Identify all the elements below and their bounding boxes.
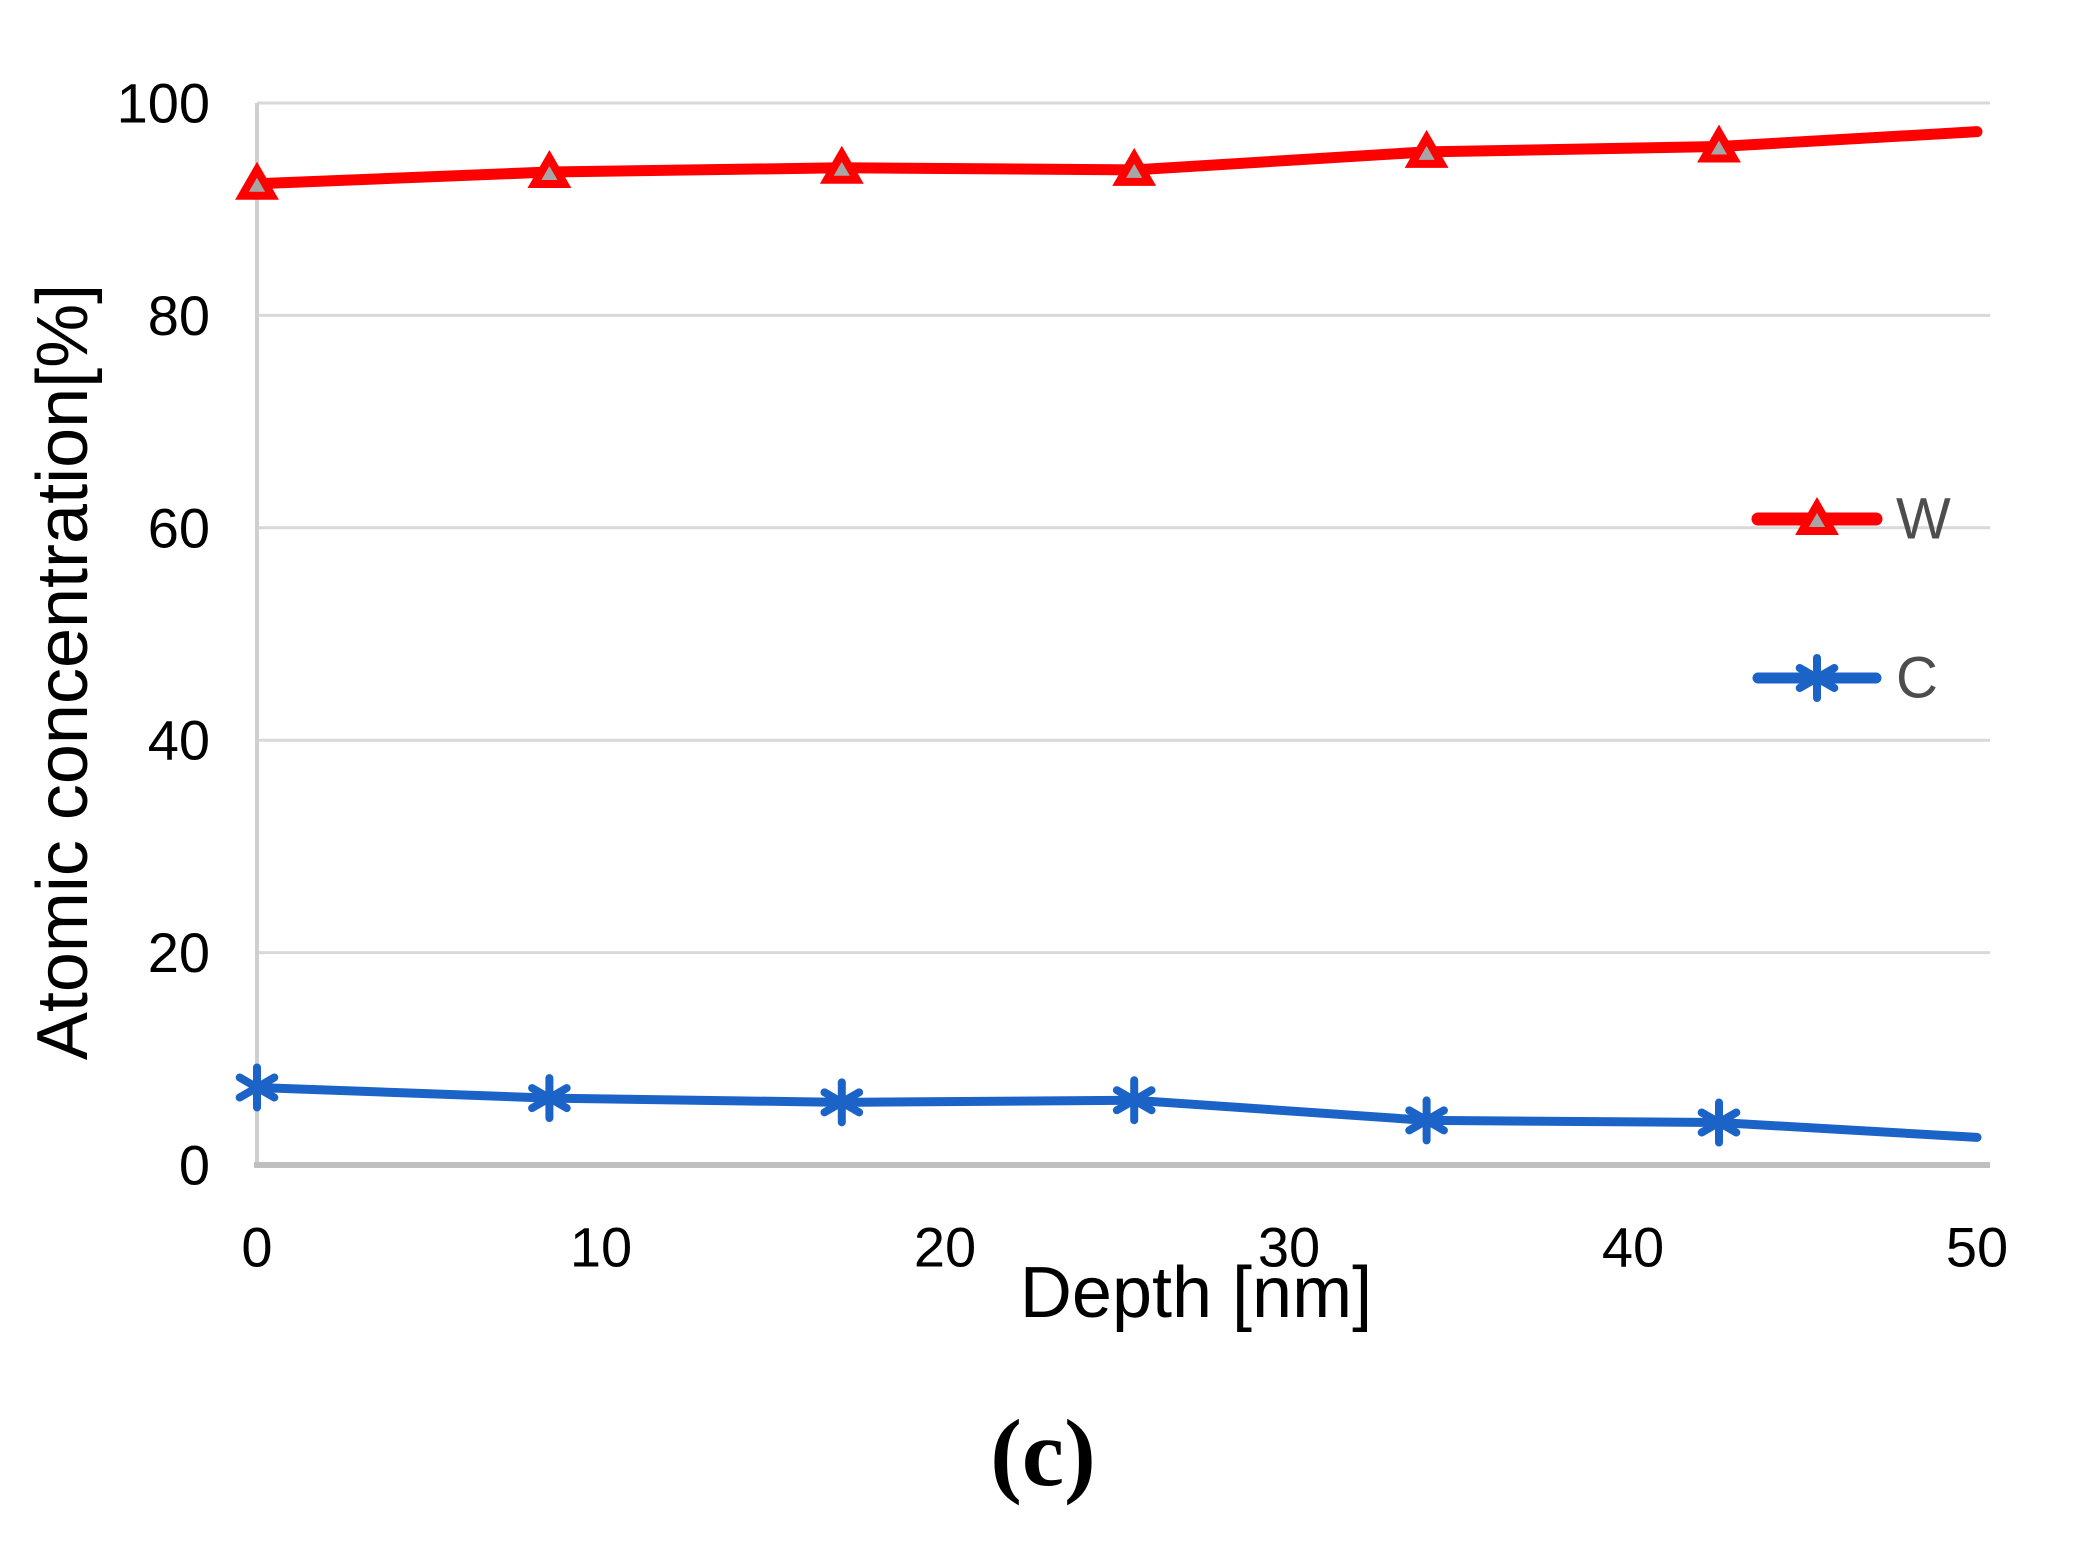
axes <box>254 103 1990 1168</box>
x-tick-label-40: 40 <box>1602 1216 1664 1279</box>
y-tick-label-100: 100 <box>117 72 210 135</box>
x-tick-label-10: 10 <box>570 1216 632 1279</box>
legend: WC <box>1751 487 1951 711</box>
marker-C-1 <box>528 1074 571 1123</box>
x-axis-title: Depth [nm] <box>1020 1253 1372 1333</box>
y-tick-label-0: 0 <box>179 1134 210 1197</box>
y-tick-label-60: 60 <box>148 496 210 559</box>
legend-item-C: C <box>1752 646 1938 711</box>
y-axis-title: Atomic concentration[%] <box>23 284 103 1060</box>
marker-C-5 <box>1697 1098 1741 1147</box>
legend-marker-C <box>1795 654 1839 702</box>
x-tick-label-20: 20 <box>914 1216 976 1279</box>
marker-W-3 <box>1112 147 1157 186</box>
tick-labels: 0 20 40 60 80 100 0 10 20 30 40 50 <box>117 72 2009 1279</box>
legend-marker-W <box>1795 496 1839 535</box>
marker-W-5 <box>1697 124 1741 163</box>
marker-W-0 <box>235 161 279 200</box>
data-series <box>235 124 1983 1147</box>
marker-W-4 <box>1404 129 1449 168</box>
gridlines <box>257 101 1990 955</box>
marker-C-4 <box>1405 1096 1448 1145</box>
legend-label-C: C <box>1896 646 1938 711</box>
marker-W-2 <box>819 145 864 184</box>
y-tick-label-20: 20 <box>148 921 210 984</box>
legend-label-W: W <box>1896 487 1951 552</box>
x-tick-label-50: 50 <box>1946 1216 2008 1279</box>
x-tick-label-30: 30 <box>1258 1216 1320 1279</box>
figure-caption: (c) <box>990 1400 1096 1506</box>
x-tick-label-0: 0 <box>241 1216 272 1279</box>
marker-C-0 <box>235 1063 279 1112</box>
y-tick-label-80: 80 <box>148 284 210 347</box>
legend-item-W: W <box>1751 487 1951 552</box>
marker-C-3 <box>1112 1076 1156 1125</box>
marker-W-1 <box>527 150 572 189</box>
marker-C-2 <box>820 1078 864 1127</box>
y-tick-label-40: 40 <box>148 709 210 772</box>
